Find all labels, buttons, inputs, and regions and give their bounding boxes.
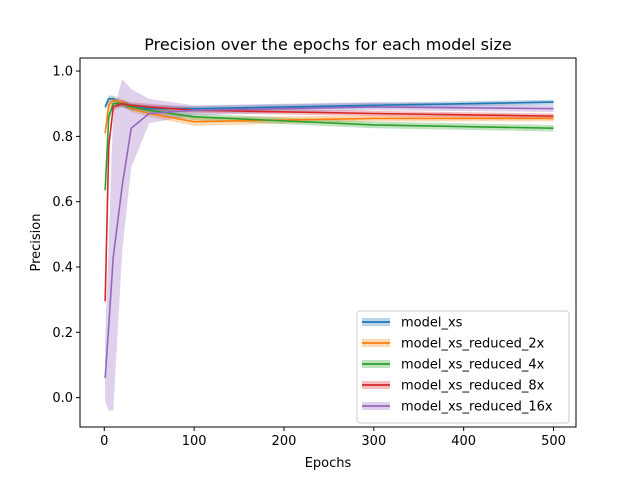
series-line-model_xs_reduced_8x — [104, 102, 554, 302]
axes-frame — [79, 57, 577, 428]
y-tick-label: 0.4 — [52, 260, 73, 275]
legend-box — [356, 310, 570, 424]
y-tick-label: 0.2 — [52, 326, 73, 341]
x-tick-label: 400 — [451, 434, 476, 449]
x-tick-label: 100 — [182, 434, 207, 449]
x-tick-label: 500 — [541, 434, 566, 449]
confidence-band-model_xs_reduced_16x — [105, 79, 554, 411]
y-tick-label: 1.0 — [52, 65, 73, 80]
legend-label-model_xs: model_xs — [401, 316, 463, 331]
y-tick-label: 0.6 — [52, 195, 73, 210]
y-tick-label: 0.8 — [52, 130, 73, 145]
x-axis-label: Epochs — [305, 456, 352, 471]
series-line-model_xs_reduced_4x — [104, 102, 554, 191]
confidence-band-model_xs_reduced_2x — [105, 97, 554, 140]
plot-area — [104, 79, 554, 411]
series-line-model_xs_reduced_2x — [104, 99, 554, 134]
x-tick-label: 0 — [100, 434, 108, 449]
axis-ticks: 0 100 200 300 400 500 0.0 0.2 0.4 0.6 0.8 1.0 — [52, 65, 566, 449]
legend: model_xs model_xs_reduced_2x model_xs_redu… — [356, 310, 570, 424]
y-tick-label: 0.0 — [52, 391, 73, 406]
legend-label-model_xs_reduced_2x: model_xs_reduced_2x — [401, 337, 545, 352]
legend-label-model_xs_reduced_16x: model_xs_reduced_16x — [401, 400, 553, 415]
series-layer — [104, 79, 554, 411]
confidence-band-model_xs_reduced_4x — [105, 100, 554, 196]
x-tick-label: 200 — [272, 434, 297, 449]
y-axis-label: Precision — [29, 213, 44, 271]
legend-label-model_xs_reduced_8x: model_xs_reduced_8x — [401, 379, 545, 394]
series-line-model_xs_reduced_16x — [104, 106, 554, 379]
x-tick-label: 300 — [361, 434, 386, 449]
legend-label-model_xs_reduced_4x: model_xs_reduced_4x — [401, 358, 545, 373]
chart-title: Precision over the epochs for each model… — [144, 35, 511, 54]
